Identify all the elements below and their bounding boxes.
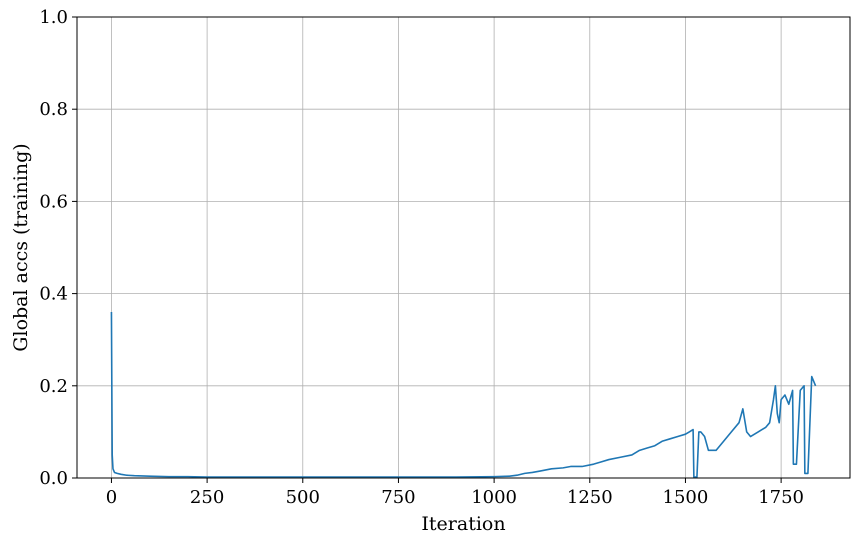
series-line bbox=[110, 312, 817, 478]
x-tick-label: 1250 bbox=[567, 487, 613, 508]
x-tick-label: 0 bbox=[106, 487, 117, 508]
x-tick-label: 1500 bbox=[663, 487, 709, 508]
y-tick-label: 0.4 bbox=[39, 284, 68, 305]
x-tick-label: 250 bbox=[190, 487, 224, 508]
y-tick-label: 0.2 bbox=[39, 376, 68, 397]
y-tick-label: 0.0 bbox=[39, 468, 68, 489]
y-tick-label: 0.8 bbox=[39, 99, 68, 120]
x-axis-ticks: 0 250 500 750 1000 1250 1500 1750 bbox=[106, 478, 804, 508]
x-tick-label: 1750 bbox=[758, 487, 804, 508]
series-group bbox=[110, 312, 817, 478]
x-axis-label: Iteration bbox=[421, 513, 505, 535]
x-tick-label: 1000 bbox=[471, 487, 517, 508]
x-tick-label: 750 bbox=[381, 487, 415, 508]
x-tick-label: 500 bbox=[286, 487, 320, 508]
y-tick-label: 1.0 bbox=[39, 7, 68, 28]
y-axis-label: Global accs (training) bbox=[10, 143, 32, 351]
plot-frame bbox=[76, 16, 851, 479]
y-axis-ticks: 0.0 0.2 0.4 0.6 0.8 1.0 bbox=[39, 7, 77, 489]
grid bbox=[77, 16, 850, 479]
y-tick-label: 0.6 bbox=[39, 191, 68, 212]
